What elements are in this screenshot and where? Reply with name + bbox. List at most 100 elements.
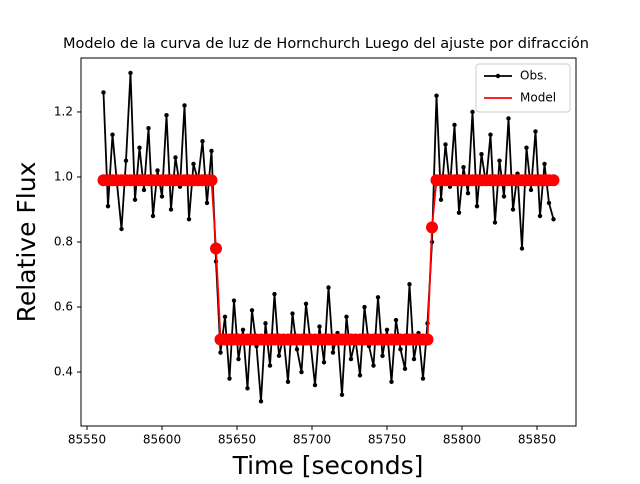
obs-marker [267, 363, 273, 368]
obs-marker [501, 194, 507, 199]
obs-marker [465, 191, 471, 196]
x-tick-label: 85650 [218, 433, 256, 447]
obs-marker [537, 213, 543, 219]
y-tick-label: 1.0 [54, 169, 73, 183]
obs-marker [330, 350, 336, 355]
obs-marker [222, 314, 228, 319]
obs-marker [123, 158, 129, 163]
obs-marker [398, 347, 403, 352]
obs-marker [101, 90, 106, 95]
obs-marker [119, 226, 124, 232]
obs-marker [375, 295, 381, 300]
obs-marker [294, 347, 300, 352]
obs-marker [348, 356, 354, 362]
obs-marker [519, 246, 525, 251]
obs-marker [344, 314, 349, 319]
obs-marker [159, 194, 165, 199]
obs-marker [393, 317, 399, 323]
obs-marker [411, 356, 417, 362]
obs-marker [546, 200, 552, 206]
obs-marker [236, 356, 241, 362]
obs-marker [443, 142, 448, 147]
obs-marker [272, 291, 277, 297]
obs-marker [438, 197, 444, 202]
obs-marker [299, 369, 304, 375]
obs-marker [326, 285, 331, 290]
obs-marker [290, 311, 295, 316]
obs-marker [452, 122, 457, 128]
obs-marker [141, 187, 147, 193]
obs-marker [420, 376, 426, 381]
obs-marker [362, 304, 367, 310]
obs-marker [551, 217, 556, 222]
obs-marker [204, 200, 210, 206]
obs-marker [105, 204, 111, 209]
model-marker [421, 333, 434, 346]
model-marker [210, 242, 222, 255]
obs-marker [533, 129, 538, 134]
x-tick-label: 85850 [518, 433, 556, 447]
obs-marker [155, 168, 160, 173]
obs-marker [128, 70, 133, 76]
x-tick-label: 85550 [68, 433, 106, 447]
obs-marker [542, 161, 547, 167]
obs-marker [303, 301, 309, 306]
obs-marker [321, 360, 327, 365]
obs-marker [528, 187, 534, 193]
obs-marker [110, 132, 115, 137]
obs-marker [492, 220, 498, 225]
model-marker [205, 174, 218, 187]
obs-marker [317, 324, 322, 329]
obs-marker [371, 363, 376, 368]
plot-area [97, 70, 560, 404]
y-tick-label: 0.4 [54, 365, 73, 379]
obs-marker [380, 353, 385, 358]
obs-marker [164, 113, 169, 118]
obs-marker [510, 207, 516, 212]
obs-marker [312, 382, 318, 388]
x-tick-label: 85600 [143, 433, 181, 447]
obs-marker [488, 132, 493, 137]
y-tick-label: 1.2 [54, 104, 73, 118]
obs-marker [227, 376, 232, 381]
obs-marker [249, 308, 255, 313]
obs-marker [263, 321, 268, 326]
obs-marker [402, 366, 408, 371]
chart-title: Modelo de la curva de luz de Hornchurch … [63, 36, 589, 52]
y-tick-label: 0.6 [54, 300, 73, 314]
obs-marker [231, 298, 237, 303]
obs-marker [200, 139, 205, 144]
obs-marker [384, 327, 390, 332]
obs-marker [389, 379, 394, 384]
obs-marker [240, 327, 246, 332]
y-axis-label: Relative Flux [12, 162, 41, 323]
obs-marker [456, 210, 462, 215]
obs-marker [173, 155, 178, 160]
obs-marker [218, 350, 223, 355]
obs-marker [461, 165, 466, 170]
y-tick-label: 0.8 [54, 235, 73, 249]
x-axis-label: Time [seconds] [232, 451, 424, 480]
legend-marker [495, 73, 501, 79]
obs-marker [276, 353, 282, 358]
obs-marker [150, 213, 156, 219]
obs-marker [186, 217, 192, 222]
legend-label: Model [520, 91, 556, 105]
obs-marker [497, 158, 502, 163]
obs-marker [209, 148, 214, 154]
obs-marker [474, 204, 480, 209]
obs-marker [245, 386, 250, 391]
obs-marker [285, 379, 291, 384]
obs-marker [258, 399, 264, 404]
obs-marker [168, 207, 174, 212]
obs-marker [357, 373, 363, 378]
obs-marker [137, 145, 142, 150]
plot-frame [80, 57, 577, 427]
model-marker [547, 174, 560, 187]
obs-marker [132, 197, 138, 202]
obs-marker [434, 93, 439, 98]
obs-marker [479, 152, 484, 157]
obs-marker [407, 282, 412, 287]
obs-marker [146, 126, 151, 131]
legend-label: Obs. [520, 69, 547, 83]
